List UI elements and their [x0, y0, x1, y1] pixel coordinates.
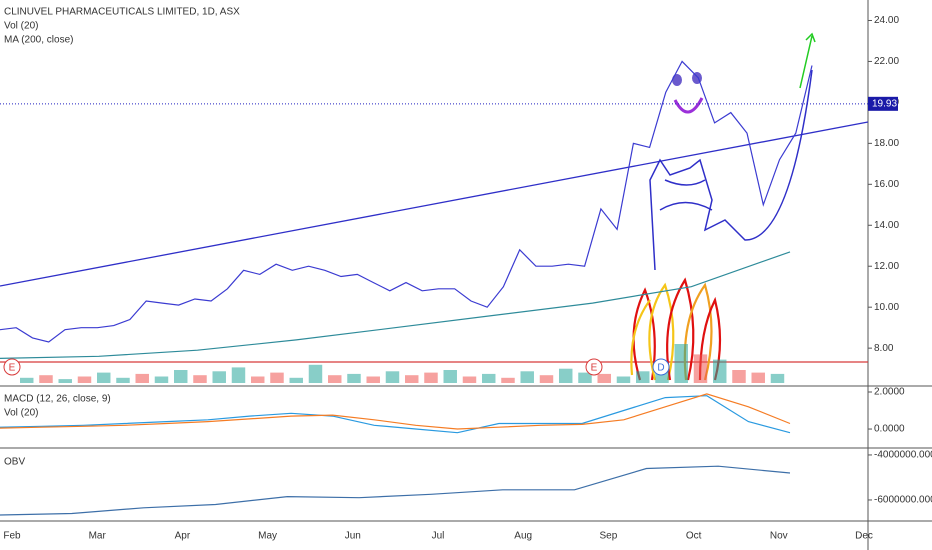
volume-bar [501, 377, 515, 383]
event-label: E [591, 363, 598, 374]
volume-bar [97, 372, 111, 383]
volume-bar [539, 375, 554, 383]
volume-bar [770, 373, 785, 383]
x-tick-label: Jun [345, 531, 361, 542]
x-tick-label: Feb [3, 531, 21, 542]
volume-bar [193, 375, 207, 383]
y-tick-label: 0.0000 [874, 424, 905, 435]
volume-bar [174, 370, 188, 383]
trend-line-drawing [0, 121, 869, 287]
x-tick-label: Mar [89, 531, 107, 542]
volume-bar [713, 359, 727, 383]
y-tick-label: 2.0000 [874, 387, 905, 398]
y-tick-label: 8.00 [874, 343, 894, 354]
volume-bar [20, 377, 34, 383]
volume-bar [58, 379, 72, 383]
price-label-box [868, 96, 898, 111]
volume-bar [251, 376, 265, 383]
indicator-label: Vol (20) [4, 21, 38, 32]
volume-bar [462, 376, 477, 383]
volume-bar [289, 377, 303, 383]
volume-bar [424, 372, 438, 383]
volume-bar [347, 373, 361, 383]
devil-face-drawing [659, 179, 713, 211]
y-tick-label: 10.00 [874, 302, 899, 313]
volume-bar [405, 375, 419, 383]
volume-bar [308, 364, 323, 383]
x-tick-label: Apr [175, 531, 191, 542]
volume-bar [559, 368, 573, 383]
devil-drawing [649, 69, 813, 271]
volume-bar [482, 373, 496, 383]
series-line [0, 465, 791, 516]
x-tick-label: Oct [686, 531, 702, 542]
x-tick-label: Aug [514, 531, 532, 542]
indicator-label: Vol (20) [4, 408, 38, 419]
volume-bar [616, 376, 631, 383]
volume-bar [751, 372, 765, 383]
volume-bar [39, 375, 53, 383]
series-line [0, 251, 791, 359]
x-tick-label: Sep [600, 531, 618, 542]
volume-bar [636, 371, 650, 383]
x-tick-label: Nov [770, 531, 788, 542]
volume-bar [135, 373, 149, 383]
volume-bar [674, 344, 688, 383]
series-line [0, 395, 791, 434]
volume-bar [578, 372, 592, 383]
event-marker [652, 358, 670, 376]
eye-drawing [672, 74, 682, 86]
pane-title: OBV [4, 457, 25, 468]
volume-bar [385, 371, 400, 383]
y-tick-label: 12.00 [874, 261, 899, 272]
arrow-drawing [799, 32, 816, 89]
indicator-label: MA (200, close) [4, 35, 73, 46]
volume-bar [154, 376, 169, 383]
y-tick-label: 24.00 [874, 15, 899, 26]
volume-bar [732, 370, 746, 383]
series-line [0, 60, 813, 343]
series-line [0, 393, 791, 430]
y-tick-label: -4000000.0000 [874, 450, 932, 461]
volume-bar [693, 354, 708, 383]
pane-title: CLINUVEL PHARMACEUTICALS LIMITED, 1D, AS… [4, 7, 240, 18]
y-tick-label: -6000000.0000 [874, 495, 932, 506]
smile-drawing [673, 97, 704, 114]
volume-bar [77, 376, 92, 383]
volume-bar [366, 376, 380, 383]
x-tick-label: Jul [432, 531, 445, 542]
y-tick-label: 18.00 [874, 138, 899, 149]
volume-bar [443, 370, 457, 383]
volume-bar [520, 371, 534, 383]
pane-title: MACD (12, 26, close, 9) [4, 394, 111, 405]
event-marker [585, 358, 603, 376]
y-tick-label: 14.00 [874, 220, 899, 231]
volume-bar [231, 367, 246, 383]
event-label: D [657, 363, 664, 374]
price-label: 19.93 [872, 98, 897, 109]
y-tick-label: 16.00 [874, 179, 899, 190]
event-label: E [9, 363, 16, 374]
x-tick-label: May [258, 531, 277, 542]
volume-bar [328, 375, 342, 383]
y-tick-label: 22.00 [874, 56, 899, 67]
x-tick-label: Dec [855, 531, 873, 542]
event-marker [3, 358, 21, 376]
volume-bar [212, 371, 226, 383]
volume-bar [270, 372, 284, 383]
volume-bar [116, 377, 130, 383]
volume-bar [597, 373, 611, 383]
